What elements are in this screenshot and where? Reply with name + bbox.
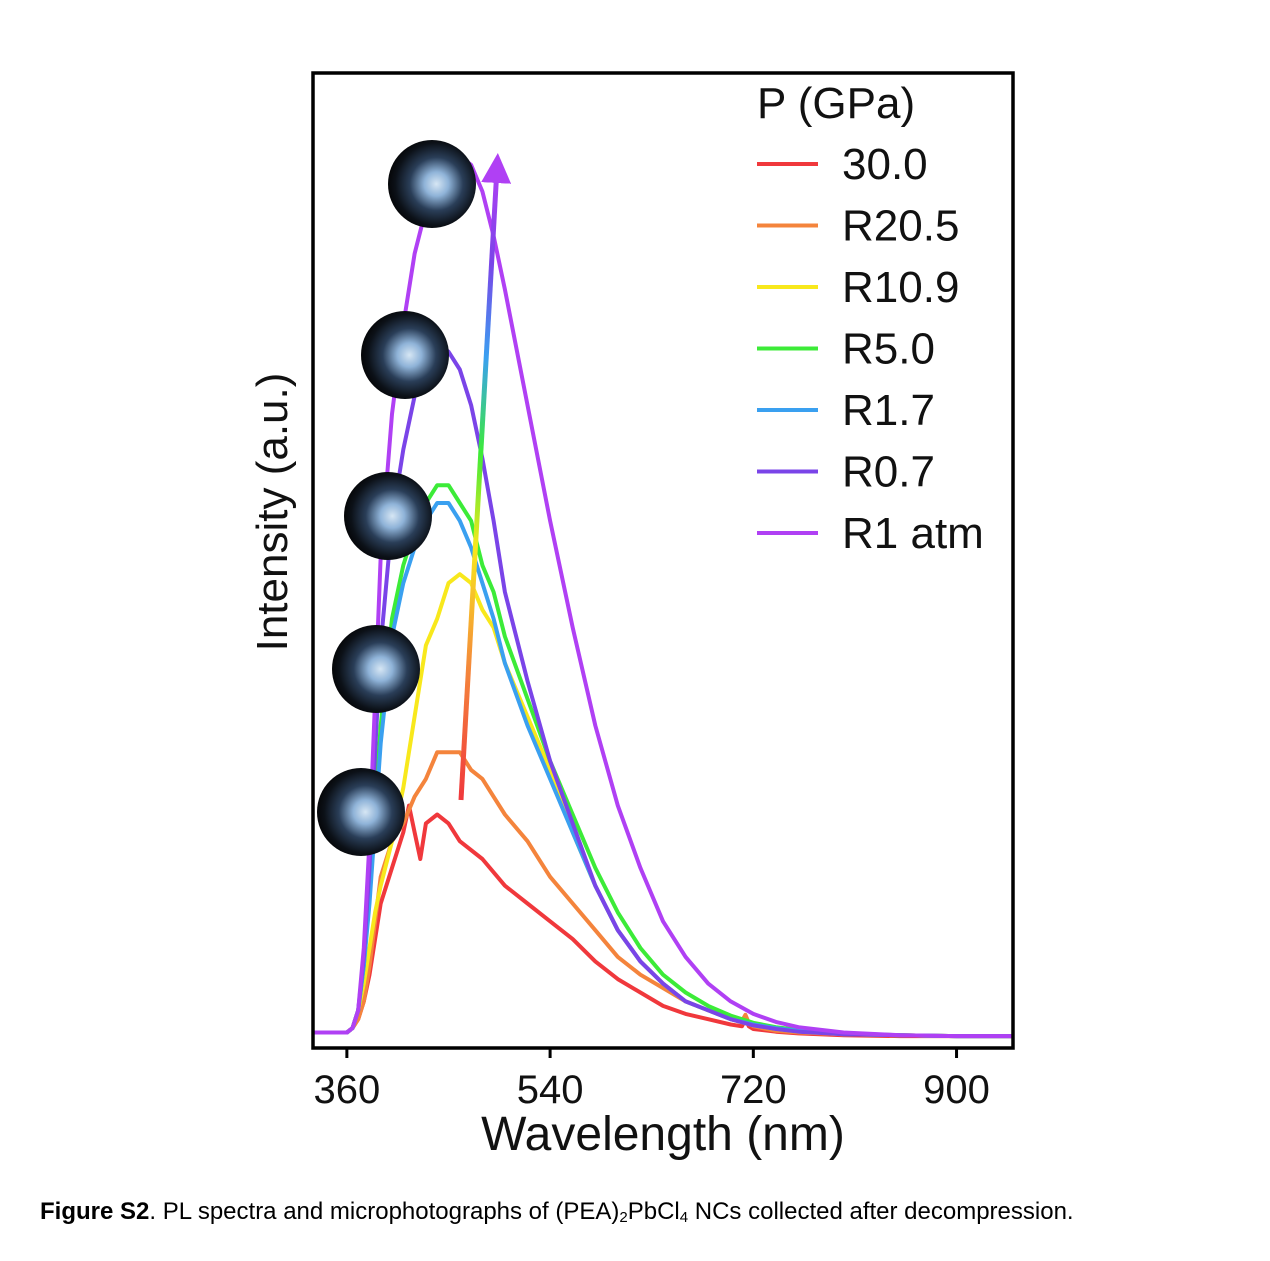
legend-label-5: R0.7 [842, 448, 935, 497]
micrograph-r0.7 [361, 311, 449, 399]
legend-label-2: R10.9 [842, 263, 959, 312]
decompression-arrow [458, 153, 512, 801]
legend-label-4: R1.7 [842, 386, 935, 435]
micrograph-insets [317, 140, 476, 856]
caption-sub2: 4 [679, 1209, 689, 1226]
micrograph-r20.5 [317, 768, 405, 856]
legend: P (GPa) 30.0 R20.5 R10.9 R5.0 R1.7 R0.7 R1 atm [757, 79, 984, 558]
x-tick-label-2: 720 [720, 1068, 787, 1112]
x-tick-label-1: 540 [517, 1068, 584, 1112]
series-line-0 [313, 803, 1013, 1039]
series-line-1 [313, 750, 1013, 1039]
x-axis-ticks: 360 540 720 900 [313, 1048, 990, 1112]
y-axis-label: Intensity (a.u.) [248, 373, 297, 652]
legend-label-6: R1 atm [842, 509, 984, 558]
micrograph-r1atm [388, 140, 476, 228]
caption-sub1: 2 [619, 1209, 628, 1226]
figure-caption: Figure S2. PL spectra and microphotograp… [40, 1198, 1260, 1226]
pl-spectra-chart: 360 540 720 900 Wavelength (nm) Intensity (… [248, 71, 1015, 1161]
legend-title: P (GPa) [757, 79, 915, 128]
legend-label-1: R20.5 [842, 202, 959, 251]
plot-frame [311, 71, 1015, 1050]
micrograph-r10.9 [332, 625, 420, 713]
legend-label-3: R5.0 [842, 325, 935, 374]
caption-text-after: NCs collected after decompression. [688, 1198, 1074, 1225]
x-tick-label-3: 900 [923, 1068, 990, 1112]
legend-label-0: 30.0 [842, 140, 928, 189]
micrograph-r1.7 [344, 472, 432, 560]
x-axis-label: Wavelength (nm) [481, 1108, 845, 1161]
caption-text-before: . PL spectra and microphotographs of (PE… [149, 1198, 620, 1225]
series-line-3 [313, 483, 1013, 1039]
caption-mid: PbCl [627, 1198, 680, 1225]
x-tick-label-0: 360 [313, 1068, 380, 1112]
caption-label: Figure S2 [40, 1198, 150, 1225]
series-line-4 [313, 501, 1013, 1039]
series-line-2 [313, 572, 1013, 1039]
